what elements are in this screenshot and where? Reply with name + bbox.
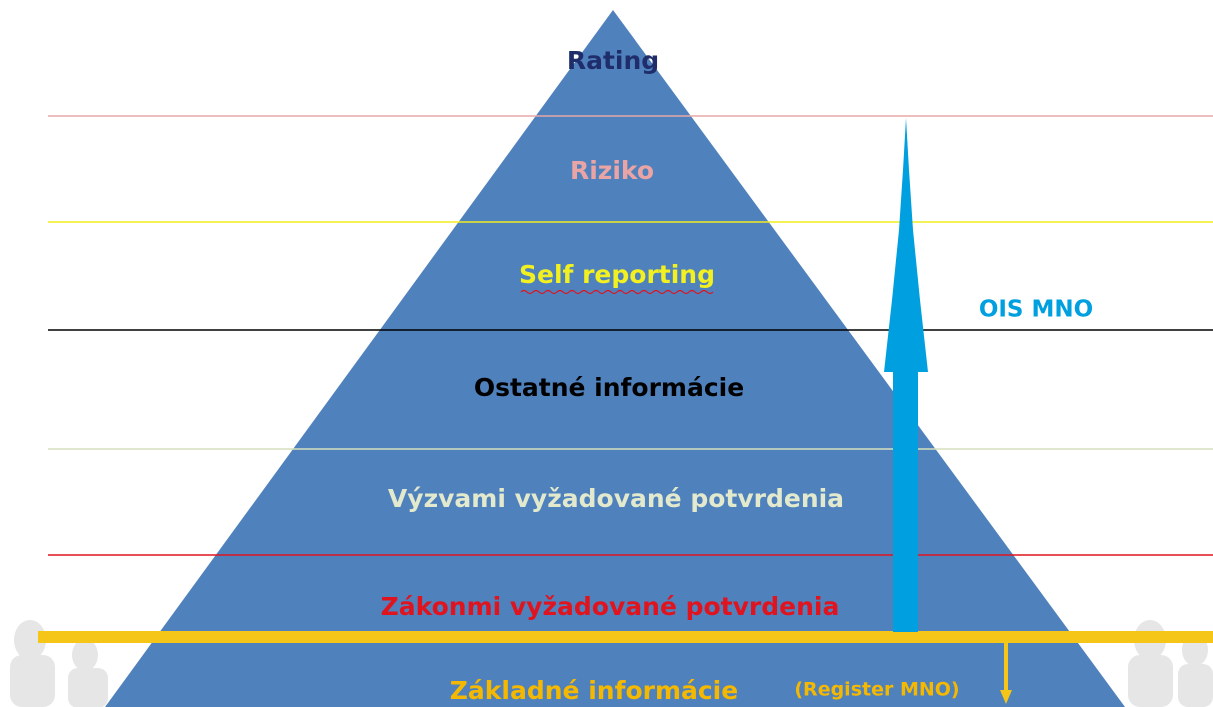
level-label: Rating <box>567 46 659 75</box>
page: Rating Riziko Self reporting Ostatné inf… <box>0 0 1213 707</box>
level-label: Riziko <box>570 156 654 185</box>
level-label: Základné informácie <box>450 676 738 705</box>
level-label: Zákonmi vyžadované potvrdenia <box>381 592 840 621</box>
pyramid-diagram: Rating Riziko Self reporting Ostatné inf… <box>0 0 1213 707</box>
arrow-label: OIS MNO <box>979 297 1093 323</box>
level-label: Výzvami vyžadované potvrdenia <box>388 484 844 513</box>
level-label: Ostatné informácie <box>474 373 744 402</box>
level-label: Self reporting <box>519 260 715 289</box>
register-label: (Register MNO) <box>794 679 959 701</box>
